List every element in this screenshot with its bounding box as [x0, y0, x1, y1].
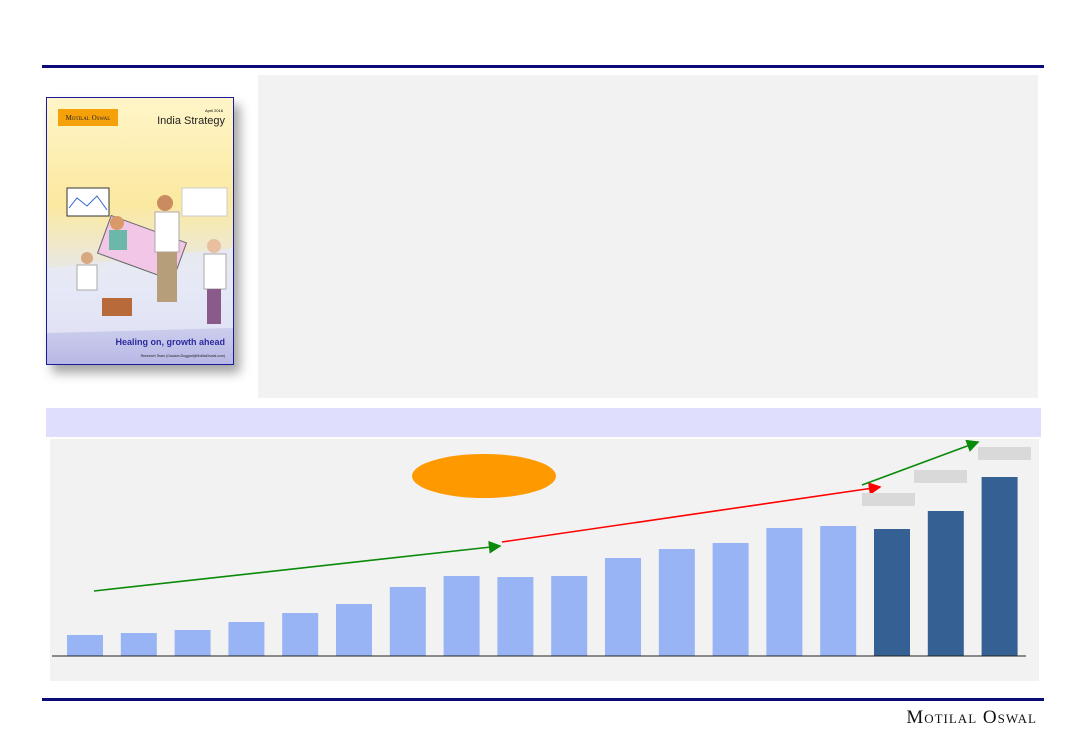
trend-arrow-green-1 [93, 540, 502, 592]
trend-arrow-green-2 [861, 439, 980, 486]
bar-chart [52, 439, 1031, 657]
report-cover-image: Motilal Oswal April 2016 India Strategy … [46, 97, 234, 365]
bar-12 [658, 549, 695, 656]
bar-5 [282, 613, 319, 656]
bar-4 [228, 622, 265, 656]
bar-7 [389, 587, 426, 656]
bar-9 [497, 577, 534, 656]
cover-logo: Motilal Oswal [58, 109, 118, 126]
bar-13 [712, 543, 749, 656]
bar-17 [927, 511, 964, 656]
data-label-box-3 [978, 447, 1031, 460]
bar-3 [174, 630, 211, 656]
chart-area [50, 439, 1039, 681]
bar-15 [820, 526, 857, 656]
footer-logo: Motilal Oswal [906, 707, 1037, 728]
bar-8 [443, 576, 480, 656]
bar-1 [67, 635, 103, 656]
cover-title: India Strategy [157, 115, 225, 127]
trend-arrow-red [501, 482, 882, 543]
bar-16 [874, 529, 910, 656]
bar-10 [551, 576, 588, 656]
data-label-box-1 [862, 493, 915, 506]
text-panel [258, 75, 1038, 398]
bar-6 [336, 604, 372, 656]
chart-title-band [46, 408, 1041, 437]
data-label-box-2 [914, 470, 967, 483]
bar-2 [120, 633, 157, 656]
bottom-rule [42, 698, 1044, 701]
callout-oval [412, 454, 556, 498]
top-rule [42, 65, 1044, 68]
bar-18 [981, 477, 1018, 656]
cover-illustration [47, 187, 233, 333]
cover-date: April 2016 [204, 108, 223, 113]
bar-11 [605, 558, 641, 656]
cover-team: Research Team (Gautam.Duggad@MotilalOswa… [140, 354, 225, 358]
cover-subtitle: Healing on, growth ahead [115, 337, 225, 347]
bar-14 [766, 528, 803, 656]
